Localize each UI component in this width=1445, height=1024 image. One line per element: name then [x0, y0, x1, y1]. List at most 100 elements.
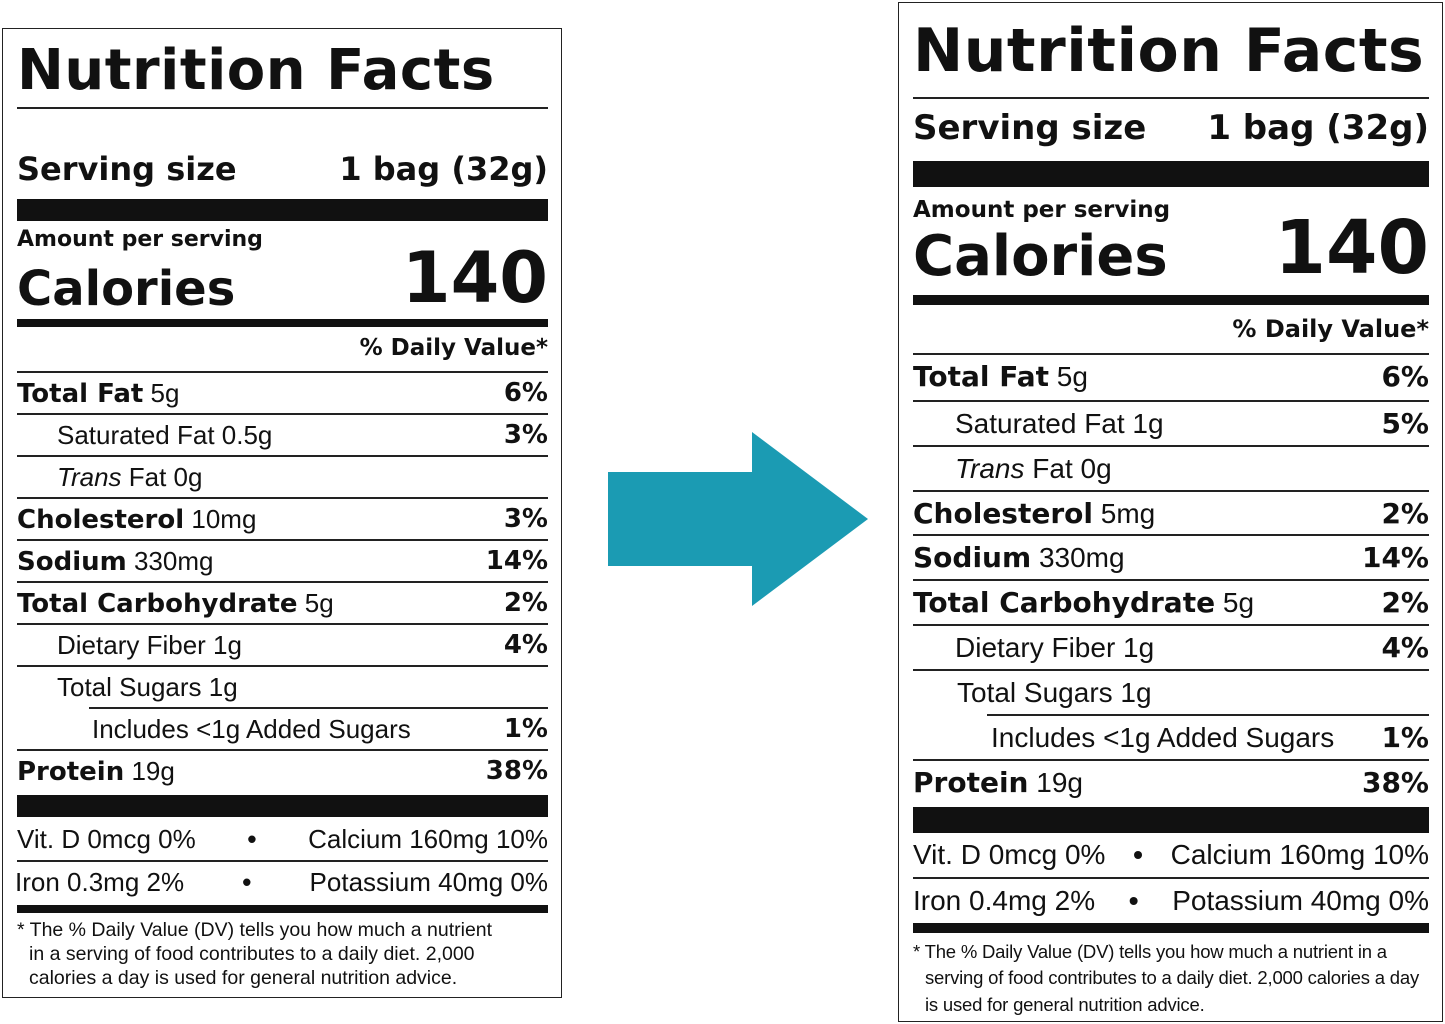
footnote-line: is used for general nutrition advice.: [925, 993, 1205, 1015]
nutrient-amount: 330mg: [1038, 542, 1125, 573]
daily-value-percent: 14%: [485, 546, 548, 576]
nutrient-name: Includes <1g Added Sugars: [92, 714, 411, 744]
divider: [17, 665, 548, 667]
calories-row: Calories 140: [913, 211, 1429, 289]
nutrient-amount: 5g: [304, 587, 334, 618]
potassium: Potassium 40mg 0%: [309, 867, 548, 897]
vitamin-d: Vit. D 0mcg 0%: [17, 824, 196, 854]
serving-size-value: 1 bag (32g): [1207, 108, 1429, 148]
nutrient-name: Total Fat: [17, 378, 144, 409]
daily-value-percent: 14%: [1361, 541, 1429, 574]
footnote: * The % Daily Value (DV) tells you how m…: [913, 939, 1429, 1018]
medium-divider: [17, 319, 548, 327]
vitamin-row: Vit. D 0mcg 0% • Calcium 160mg 10%: [17, 819, 548, 859]
calories-value: 140: [401, 237, 548, 319]
divider: [17, 539, 548, 541]
iron: Iron 0.4mg 2%: [913, 885, 1096, 916]
cholesterol-row: Cholesterol 5mg 2%: [913, 492, 1429, 536]
cholesterol-row: Cholesterol 10mg 3%: [17, 499, 548, 539]
saturated-fat-row: Saturated Fat 1g 5%: [955, 402, 1429, 446]
daily-value-header: % Daily Value*: [1232, 315, 1429, 343]
divider: [17, 581, 548, 583]
bullet: •: [247, 824, 257, 854]
vitamin-d: Vit. D 0mcg 0%: [913, 839, 1106, 870]
nutrition-label-original: Nutrition Facts Serving size 1 bag (32g)…: [2, 28, 562, 998]
nutrient-name: Fat 0g: [1032, 453, 1112, 484]
daily-value-header: % Daily Value*: [359, 335, 548, 361]
divider: [17, 860, 548, 862]
divider: [17, 413, 548, 415]
divider: [913, 400, 1429, 402]
daily-value-percent: 4%: [503, 630, 548, 660]
calories-value: 140: [1274, 205, 1429, 291]
amount-per-serving: Amount per serving: [17, 227, 263, 252]
divider: [913, 445, 1429, 447]
daily-value-percent: 6%: [503, 378, 548, 408]
footnote-line: in a serving of food contributes to a da…: [29, 942, 475, 965]
calories-label: Calories: [913, 224, 1168, 289]
right-arrow-icon: [608, 432, 868, 606]
nutrient-name: Total Carbohydrate: [17, 588, 298, 619]
trans-prefix: Trans: [955, 453, 1025, 484]
dietary-fiber-row: Dietary Fiber 1g 4%: [57, 625, 548, 665]
daily-value-percent: 6%: [1381, 360, 1429, 393]
nutrient-name: Total Fat: [913, 360, 1050, 393]
divider: [17, 497, 548, 499]
daily-value-percent: 38%: [1361, 766, 1429, 799]
trans-fat-row: Trans Fat 0g: [955, 447, 1429, 491]
medium-divider: [17, 905, 548, 913]
footnote-line: serving of food contributes to a daily d…: [925, 967, 1419, 989]
calories-row: Calories 140: [17, 243, 548, 313]
total-carbohydrate-row: Total Carbohydrate 5g 2%: [17, 583, 548, 623]
daily-value-percent: 2%: [1381, 497, 1429, 530]
divider: [913, 669, 1429, 671]
footnote: * The % Daily Value (DV) tells you how m…: [17, 919, 548, 990]
serving-size-row: Serving size 1 bag (32g): [17, 153, 548, 185]
nutrient-name: Saturated Fat 1g: [955, 408, 1164, 439]
daily-value-percent: 2%: [503, 588, 548, 618]
mineral-row: Iron 0.4mg 2% • Potassium 40mg 0%: [913, 879, 1429, 923]
sodium-row: Sodium 330mg 14%: [913, 536, 1429, 580]
added-sugars-row: Includes <1g Added Sugars 1%: [92, 709, 548, 749]
divider: [913, 877, 1429, 879]
nutrient-name: Fat 0g: [128, 462, 203, 492]
calcium: Calcium 160mg 10%: [308, 824, 548, 854]
nutrition-label-updated: Nutrition Facts Serving size 1 bag (32g)…: [898, 2, 1443, 1022]
total-carbohydrate-row: Total Carbohydrate 5g 2%: [913, 581, 1429, 625]
amount-per-serving: Amount per serving: [913, 197, 1171, 223]
daily-value-percent: 3%: [503, 420, 548, 450]
total-sugars-row: Total Sugars 1g: [57, 667, 548, 707]
divider: [89, 707, 548, 709]
serving-size-row: Serving size 1 bag (32g): [913, 111, 1429, 145]
divider: [17, 623, 548, 625]
saturated-fat-row: Saturated Fat 0.5g 3%: [57, 415, 548, 455]
medium-divider: [913, 295, 1429, 305]
divider: [913, 624, 1429, 626]
daily-value-percent: 5%: [1381, 407, 1429, 440]
nutrient-name: Includes <1g Added Sugars: [991, 722, 1335, 753]
nutrient-name: Total Sugars 1g: [57, 672, 238, 702]
nutrient-amount: 5g: [1056, 361, 1088, 392]
serving-size-value: 1 bag (32g): [339, 150, 548, 188]
bullet: •: [1133, 839, 1143, 870]
potassium: Potassium 40mg 0%: [1172, 885, 1429, 916]
bullet: •: [242, 867, 252, 897]
nutrient-amount: 10mg: [191, 503, 257, 534]
daily-value-percent: 3%: [503, 504, 548, 534]
protein-row: Protein 19g 38%: [17, 751, 548, 791]
medium-divider: [913, 923, 1429, 933]
calcium: Calcium 160mg 10%: [1170, 839, 1429, 870]
arrow-shape: [608, 432, 868, 606]
vitamin-row: Vit. D 0mcg 0% • Calcium 160mg 10%: [913, 833, 1429, 877]
daily-value-percent: 2%: [1381, 586, 1429, 619]
total-fat-row: Total Fat 5g 6%: [17, 373, 548, 413]
nutrient-amount: 19g: [131, 755, 175, 786]
nutrient-name: Cholesterol: [913, 497, 1093, 530]
nutrient-amount: 5g: [150, 377, 180, 408]
thick-divider: [17, 795, 548, 817]
thick-divider: [913, 807, 1429, 833]
nutrient-name: Total Carbohydrate: [913, 586, 1216, 619]
nutrient-amount: 330mg: [133, 545, 214, 576]
divider: [913, 97, 1429, 99]
divider: [17, 371, 548, 373]
